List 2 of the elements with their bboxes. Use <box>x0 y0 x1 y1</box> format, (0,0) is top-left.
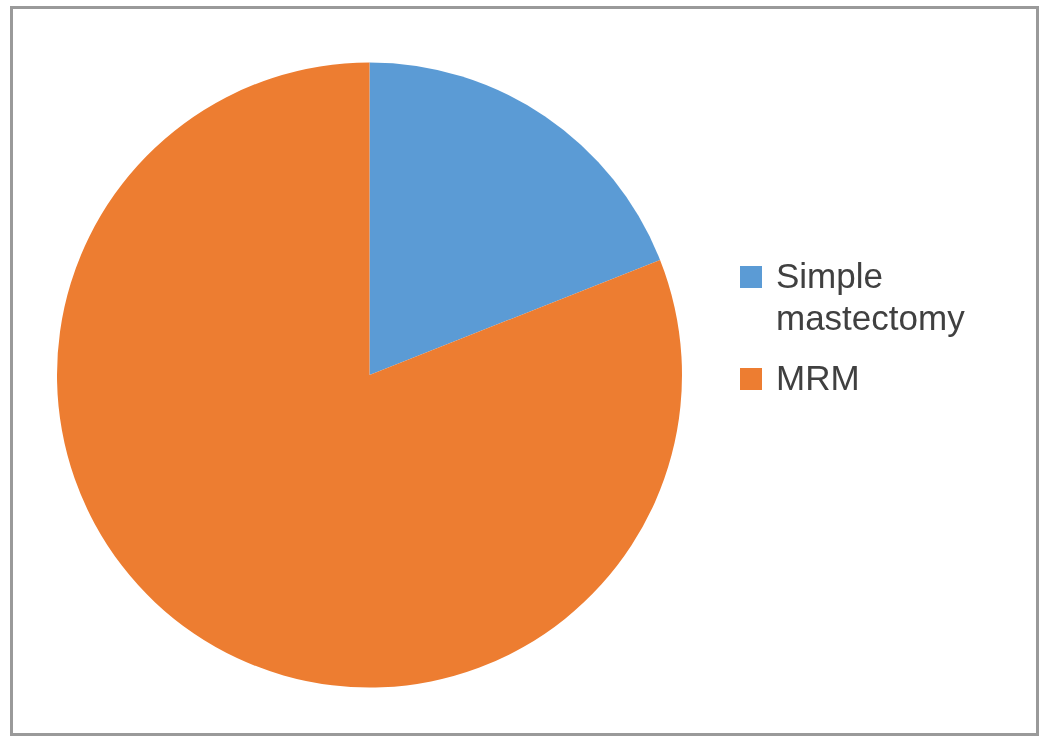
legend-label: MRM <box>776 357 861 399</box>
legend-label: Simple mastectomy <box>776 255 966 339</box>
